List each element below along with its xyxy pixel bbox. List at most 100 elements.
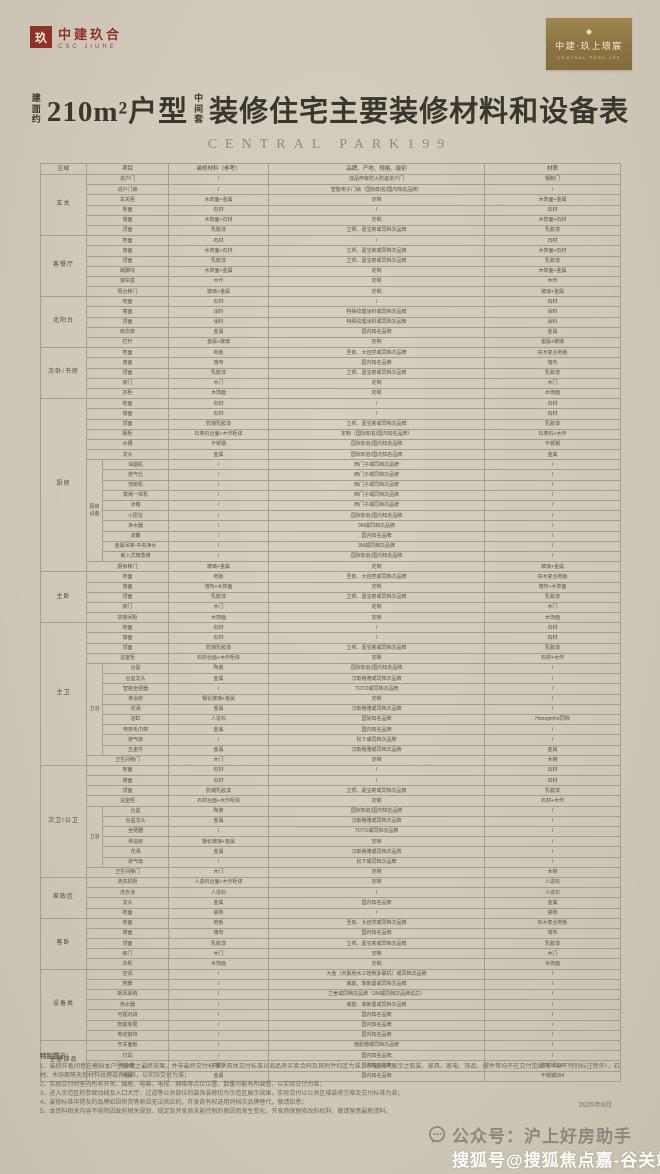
- table-item-cell: 水槽: [85, 438, 170, 451]
- table-texture-cell: 涂料: [484, 316, 622, 328]
- table-brand-cell: 成品甲级防火防盗进户门: [268, 173, 486, 186]
- table-brand-cell: 威能、菲斯曼或同档次品牌: [268, 978, 486, 991]
- title-mid-small: 中间套: [194, 93, 204, 125]
- table-brand-cell: 西门子或同档次品牌: [268, 479, 486, 491]
- table-item-cell: 排气扇: [101, 734, 170, 746]
- table-texture-cell: 木制: [484, 866, 622, 878]
- table-row: 衣柜 木饰面 定制 木饰面: [41, 387, 622, 400]
- table-item-cell: 五金件: [101, 744, 170, 756]
- table-texture-cell: 木饰面+石材: [484, 245, 622, 257]
- materials-table: 区域 项目 装修材料（参考） 品牌、产地、规格、级别 材质 玄关 进户门 / 成品甲级防火防盗进…: [40, 163, 622, 1082]
- table-brand-cell: 定制: [268, 286, 486, 298]
- table-row: 橱柜 石英石台面+木作柜体 定制（国际知名/国内知名品牌） 石英石+木作: [41, 428, 622, 440]
- table-row: 顶面 乳胶漆 立邦、嘉宝莉或同档次品牌 乳胶漆: [41, 367, 622, 379]
- table-item-cell: 嵌入式微蒸烤: [101, 550, 170, 563]
- table-item-cell: 浴室柜: [85, 652, 170, 665]
- table-brand-cell: 定制: [268, 958, 486, 970]
- table-item-cell: 厨房移门: [85, 561, 170, 573]
- table-material-cell: 木饰面: [168, 612, 270, 624]
- table-item-cell: 墙面: [85, 581, 170, 593]
- table-area-cell: 玄关: [40, 173, 87, 237]
- table-item-cell: 玄关柜: [85, 194, 170, 206]
- table-material-cell: 石材: [168, 775, 270, 787]
- table-item-cell: 开关面板: [85, 1039, 170, 1052]
- table-material-cell: 乳胶漆: [168, 224, 270, 237]
- table-material-cell: 金属: [168, 744, 270, 756]
- table-material-cell: /: [168, 459, 270, 471]
- table-row: 栏杆 金属+玻璃 定制 金属+玻璃: [41, 336, 622, 349]
- table-material-cell: /: [168, 184, 270, 196]
- table-brand-cell: 西门子或同档次品牌: [268, 499, 486, 512]
- table-item-cell: 衣柜: [85, 958, 170, 970]
- table-brand-cell: 兰舍或同档次品牌（3M或同档次品牌滤芯）: [268, 988, 486, 1001]
- table-brand-cell: 松下或同档次品牌: [268, 856, 486, 868]
- table-brand-cell: 定制: [268, 561, 486, 573]
- chat-bubble-icon: [428, 1125, 446, 1143]
- table-texture-cell: 墙布: [484, 927, 622, 940]
- table-item-cell: 顶面: [85, 367, 170, 379]
- table-texture-cell: 乳胶漆: [484, 785, 622, 797]
- table-texture-cell: 实木复合地板: [484, 347, 622, 359]
- table-area-cell: 客卧: [40, 917, 87, 970]
- table-row: 热水器 / 威能、菲斯曼或同档次品牌 /: [41, 999, 622, 1011]
- table-brand-cell: 特殊纹理涂料或同档次品牌: [268, 316, 486, 328]
- table-item-cell: 地面: [85, 571, 170, 583]
- table-brand-cell: 定制: [268, 377, 486, 389]
- table-item-cell: 浴室柜: [85, 795, 170, 807]
- table-material-cell: /: [168, 499, 270, 512]
- table-texture-cell: 乳胶漆: [484, 938, 622, 950]
- table-texture-cell: /: [484, 662, 622, 675]
- table-material-cell: 陶瓷: [168, 805, 270, 817]
- table-material-cell: 人造石: [168, 887, 270, 899]
- csc-seal-icon: 玖: [30, 26, 52, 48]
- table-texture-cell: 乳胶漆: [484, 642, 622, 654]
- table-item-cell: 洗碗机: [101, 479, 170, 491]
- table-brand-cell: /: [268, 408, 486, 420]
- brand-right-emblem-icon: ◆: [585, 27, 593, 36]
- table-row: 淋浴房 钢化玻璃+金属 定制 /: [41, 693, 622, 705]
- table-material-cell: 地板: [168, 917, 270, 929]
- brand-left-cn: 中建玖合: [58, 27, 123, 42]
- table-texture-cell: 实木复合地板: [484, 917, 622, 929]
- table-row: 地暖 / 威能、菲斯曼或同档次品牌 /: [41, 978, 622, 991]
- table-material-cell: /: [168, 540, 270, 552]
- table-texture-cell: /: [484, 489, 622, 502]
- table-texture-cell: /: [484, 805, 622, 817]
- table-area-cell: 全屋部品: [40, 1039, 87, 1082]
- table-material-cell: 金属: [168, 326, 270, 339]
- table-row: 玄关柜 木饰面+金属 定制 木饰面+金属: [41, 194, 622, 206]
- table-item-cell: 蒸烤一体机: [101, 489, 170, 502]
- table-row: 全屋部品 开关面板 / 施耐德或同档次品牌 /: [40, 1039, 622, 1082]
- table-material-cell: /: [168, 734, 270, 746]
- table-row: 衣帽间柜 木饰面 定制 木饰面: [41, 612, 622, 624]
- table-texture-cell: 木饰面+石材: [484, 214, 622, 226]
- table-row: 客卧 地面 地板 圣象、大自然或同档次品牌 实木复合地板: [40, 917, 622, 970]
- table-row: 新风系统 / 兰舍或同档次品牌（3M或同档次品牌滤芯） /: [41, 988, 622, 1001]
- table-texture-cell: 石材: [484, 204, 622, 216]
- table-texture-cell: /: [484, 856, 622, 868]
- table-material-cell: 乳胶漆: [168, 938, 270, 950]
- table-row: 卫浴 台盆 陶瓷 国际知名/国内知名品牌 /: [41, 662, 622, 756]
- table-brand-cell: 西门子或同档次品牌: [268, 469, 486, 481]
- table-row: 家政区 洗衣机柜 人造石台面+木作柜体 定制 人造石: [40, 876, 622, 919]
- brand-logo-left: 玖 中建玖合 CSC JIUHE: [30, 24, 122, 50]
- table-item-cell: 地面: [85, 398, 170, 410]
- table-brand-cell: 定制: [268, 612, 486, 624]
- table-texture-cell: /: [484, 846, 622, 858]
- note-line: 4、装修标准中提及的品牌如因供货等原因无法供应的，开发商有权选用同档次品牌替代，…: [40, 1099, 308, 1106]
- table-texture-cell: 金属: [484, 897, 622, 909]
- table-texture-cell: 木饰面: [484, 612, 622, 624]
- table-material-cell: /: [168, 988, 270, 1001]
- table-brand-cell: 西门子或同档次品牌: [268, 459, 486, 471]
- table-material-cell: 乳胶漆: [168, 367, 270, 379]
- table-item-cell: 房门: [85, 377, 170, 389]
- table-brand-cell: /: [268, 622, 486, 634]
- table-area-cell: 次卫/公卫: [40, 764, 87, 878]
- table-material-cell: 金属: [168, 724, 270, 736]
- table-brand-cell: 国内知名品牌: [268, 1019, 486, 1031]
- table-texture-cell: /: [484, 479, 622, 491]
- table-brand-cell: 定制: [268, 795, 486, 807]
- table-material-cell: 石英石台面+木作柜体: [168, 428, 270, 440]
- table-material-cell: 涂料: [168, 316, 270, 328]
- table-texture-cell: /: [484, 978, 622, 991]
